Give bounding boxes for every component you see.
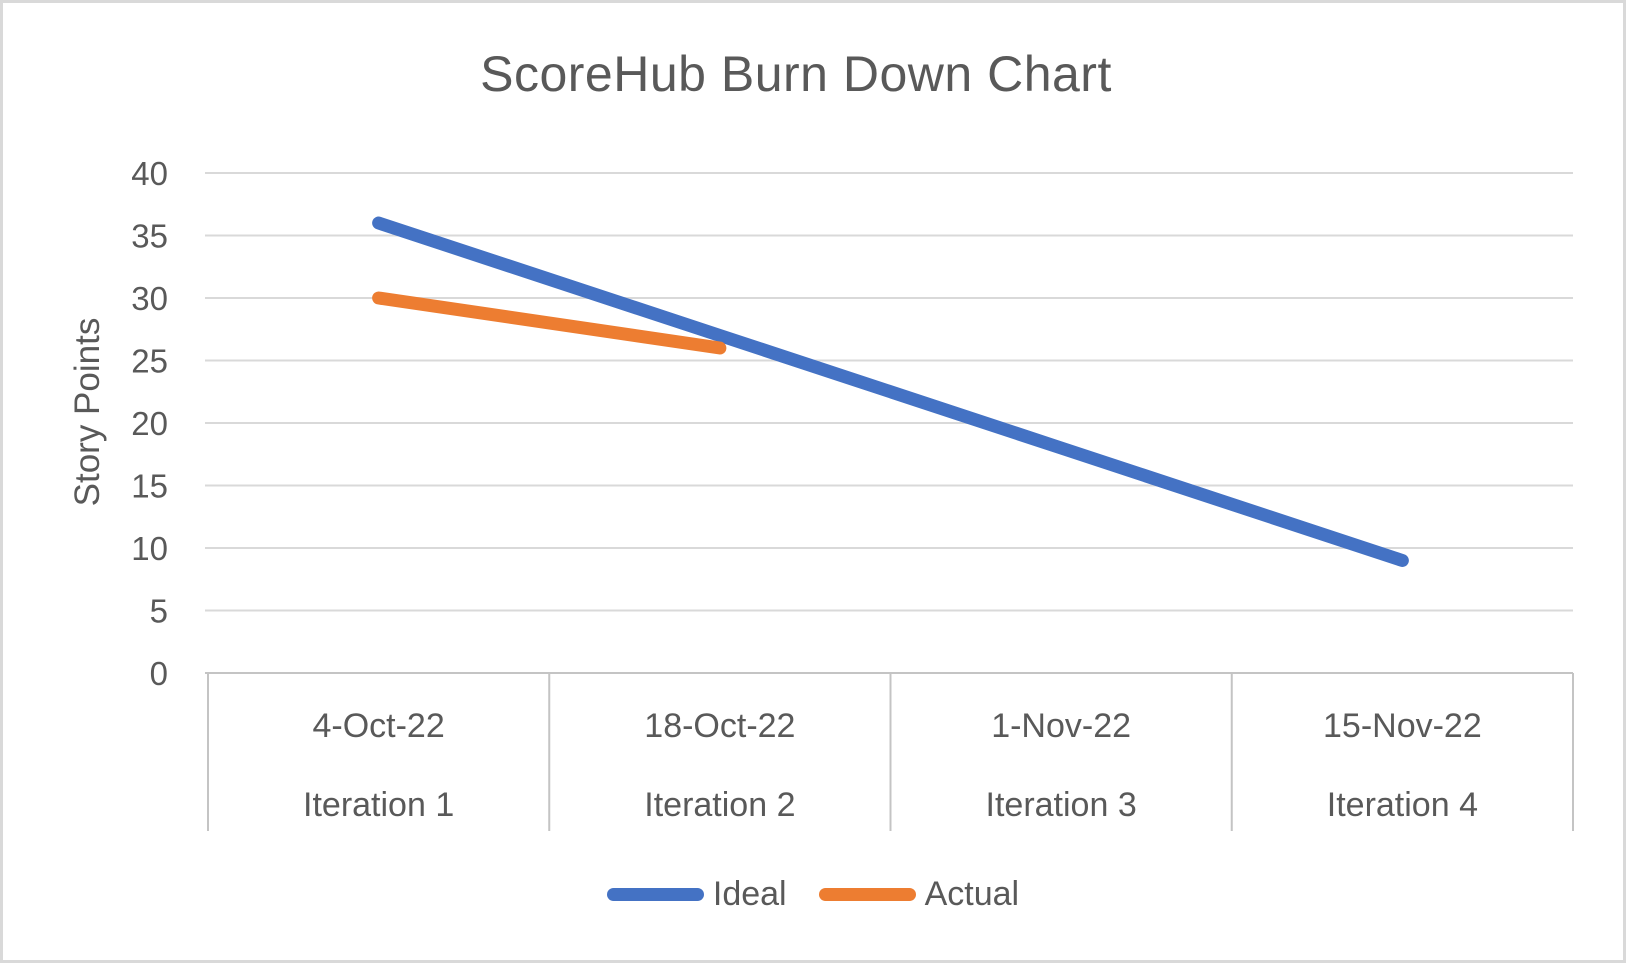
y-tick-label: 15 [131,468,168,505]
x-axis-date-label: 18-Oct-22 [644,706,796,745]
x-axis-date-label: 1-Nov-22 [991,706,1132,745]
x-axis-iteration-label: Iteration 1 [303,785,455,824]
ideal-line-swatch-icon [606,888,704,901]
y-tick-label: 0 [150,655,168,692]
y-tick-label: 20 [131,405,168,442]
x-axis-iteration-row: Iteration 1 Iteration 2 Iteration 3 Iter… [208,779,1573,831]
series-line-actual [372,291,727,355]
plot-area: 0 5 10 15 20 25 30 35 40 [131,155,1574,831]
y-tick-label: 5 [150,593,168,630]
chart-legend: Ideal Actual [3,875,1623,914]
y-tick-label: 30 [131,280,168,317]
legend-label-actual: Actual [924,875,1020,913]
y-tick-label: 25 [131,343,168,380]
series-line-ideal [372,216,1409,567]
legend-label-ideal: Ideal [712,875,787,913]
actual-line-swatch-icon [818,888,916,901]
x-axis-iteration-label: Iteration 3 [985,785,1137,824]
y-tick-label: 40 [131,155,168,192]
x-axis-date-row: 4-Oct-22 18-Oct-22 1-Nov-22 15-Nov-22 [208,673,1573,779]
x-axis-iteration-label: Iteration 2 [644,785,796,824]
y-tick-label: 10 [131,530,168,567]
x-axis-date-label: 4-Oct-22 [312,706,445,745]
legend-item-ideal: Ideal [606,875,787,914]
legend-item-actual: Actual [818,875,1020,914]
x-axis: 4-Oct-22 18-Oct-22 1-Nov-22 15-Nov-22 It… [208,673,1573,831]
chart-title: ScoreHub Burn Down Chart [480,46,1112,102]
y-tick-label: 35 [131,218,168,255]
x-axis-iteration-label: Iteration 4 [1326,785,1478,824]
x-axis-date-label: 15-Nov-22 [1323,706,1482,745]
